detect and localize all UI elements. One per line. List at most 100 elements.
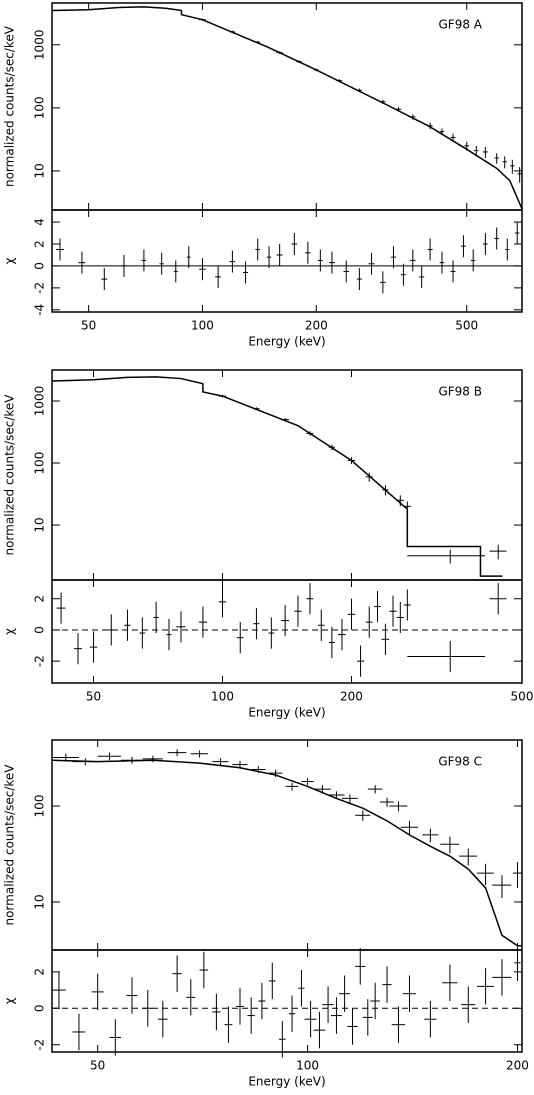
data-point	[343, 260, 349, 283]
data-point	[482, 146, 488, 159]
y-axis-label: χ	[3, 997, 17, 1004]
data-point	[489, 583, 507, 615]
y-tick-label: 1000	[33, 386, 47, 417]
data-point	[381, 623, 390, 655]
data-point	[141, 249, 147, 272]
data-point	[367, 785, 383, 794]
y-tick-label: 100	[33, 96, 47, 119]
data-point	[167, 749, 187, 757]
y-axis-label: normalized counts/sec/keV	[3, 25, 17, 187]
y-axis-label: normalized counts/sec/keV	[3, 394, 17, 556]
data-point	[400, 263, 406, 286]
data-point	[109, 1019, 121, 1056]
data-point	[258, 982, 266, 1020]
data-point	[255, 238, 261, 261]
data-point	[190, 750, 209, 758]
data-point	[142, 755, 163, 763]
plot-frame	[51, 739, 523, 951]
data-point	[199, 18, 206, 21]
x-tick-label: 50	[81, 319, 96, 333]
x-tick-label: 50	[86, 690, 101, 704]
data-point	[442, 964, 458, 1001]
data-point	[477, 968, 494, 1005]
data-point	[347, 457, 356, 465]
data-point	[52, 753, 79, 762]
data-point	[356, 268, 362, 291]
y-tick-label: 1000	[33, 30, 47, 61]
data-point	[89, 631, 98, 663]
x-tick-label: 100	[296, 1059, 319, 1073]
data-point	[410, 114, 416, 120]
data-point	[317, 249, 323, 272]
data-point	[400, 820, 419, 835]
y-tick-label: -2	[33, 655, 47, 667]
data-point	[341, 794, 358, 803]
x-axis-label: Energy (keV)	[248, 1075, 325, 1089]
data-point	[268, 962, 276, 1000]
panel-label: GF98 C	[438, 755, 482, 769]
x-tick-label: 500	[455, 319, 478, 333]
data-point	[73, 633, 83, 665]
data-point	[313, 1011, 326, 1049]
data-point	[276, 244, 283, 266]
y-tick-label: 10	[33, 894, 47, 909]
data-point	[288, 995, 296, 1032]
data-point	[224, 1006, 233, 1043]
data-point	[121, 254, 127, 277]
data-point	[279, 1021, 286, 1058]
y-tick-label: 2	[33, 240, 47, 248]
data-point	[382, 485, 389, 496]
data-point	[328, 626, 335, 659]
data-point	[390, 246, 397, 269]
data-point	[157, 1001, 168, 1038]
data-point	[379, 797, 394, 807]
data-point	[514, 944, 521, 981]
panel-label: GF98 A	[439, 18, 483, 32]
data-point	[159, 252, 164, 275]
data-point	[139, 617, 146, 649]
data-point	[268, 769, 283, 778]
data-point	[370, 982, 380, 1020]
data-point	[450, 260, 456, 283]
data-point	[172, 955, 182, 992]
data-point	[402, 975, 416, 1012]
data-point	[97, 752, 121, 761]
data-point	[347, 598, 356, 630]
data-point	[120, 756, 143, 764]
data-point	[243, 261, 249, 284]
data-point	[198, 606, 207, 638]
x-tick-label: 50	[90, 1059, 105, 1073]
data-point	[294, 595, 302, 627]
data-point	[450, 133, 456, 142]
data-point	[396, 601, 404, 634]
data-point	[266, 246, 272, 269]
data-point	[440, 836, 460, 854]
data-point	[356, 88, 362, 93]
y-tick-label: -2	[33, 1039, 47, 1051]
y-tick-label: 4	[33, 218, 47, 226]
data-point	[173, 260, 178, 283]
data-point	[298, 970, 305, 1007]
data-point	[281, 418, 290, 422]
data-point	[281, 604, 290, 637]
data-point	[355, 810, 371, 821]
data-point	[306, 583, 314, 615]
data-point	[215, 265, 222, 288]
data-point	[391, 1006, 406, 1043]
data-point	[330, 997, 342, 1034]
data-point	[126, 977, 138, 1014]
data-point	[396, 495, 404, 507]
plot-frame	[51, 369, 523, 581]
y-tick-label: -2	[33, 282, 47, 294]
data-point	[464, 141, 470, 151]
data-point	[313, 68, 319, 72]
data-point	[166, 619, 172, 651]
model-line	[51, 376, 503, 577]
y-tick-label: 2	[33, 968, 47, 976]
data-point	[374, 590, 381, 623]
data-point	[212, 758, 229, 766]
data-point	[218, 394, 227, 398]
data-point	[176, 611, 186, 643]
